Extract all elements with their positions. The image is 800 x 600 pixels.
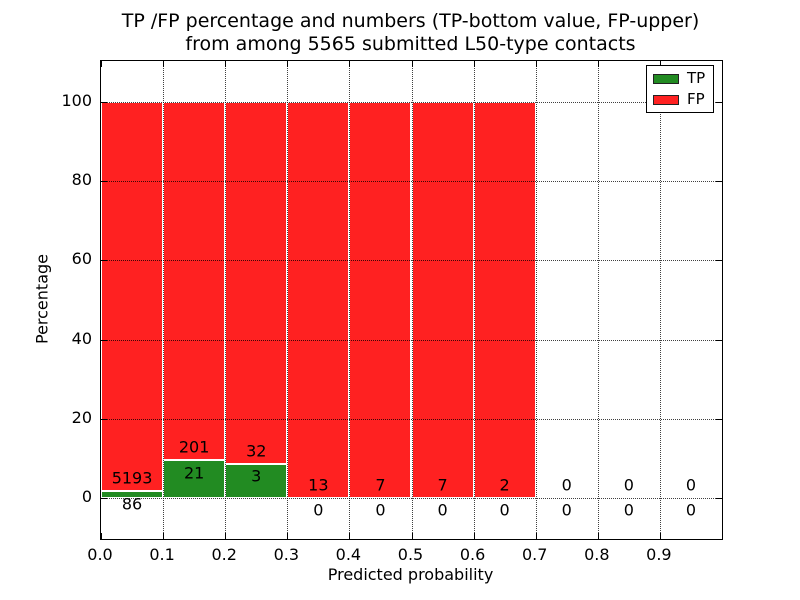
y-tick-mark-right (716, 102, 722, 104)
v-gridline (535, 61, 537, 539)
plot-area: 5193 86 201 21 32 3 13 0 7 0 7 0 2 0 0 0 0 0 0 0 (100, 60, 723, 540)
fp-legend-swatch (653, 94, 679, 105)
x-tick-label: 0.4 (335, 545, 362, 564)
fp-count-label: 7 (375, 475, 386, 495)
y-tick-mark (101, 102, 107, 104)
fp-count-label: 13 (308, 475, 329, 495)
tp-bar-segment (101, 491, 164, 498)
x-tick-mark (659, 533, 661, 539)
fp-count-label: 201 (178, 437, 210, 457)
v-gridline (411, 61, 413, 539)
v-gridline (287, 61, 289, 539)
fp-bar-segment (225, 102, 288, 464)
fp-count-label: 2 (499, 475, 510, 495)
x-tick-label: 0.0 (87, 545, 113, 564)
x-tick-label: 0.7 (521, 545, 548, 564)
x-tick-label: 0.2 (211, 545, 237, 564)
y-tick-label: 20 (71, 407, 92, 427)
y-tick-mark-right (716, 260, 722, 262)
v-gridline (473, 61, 475, 539)
fp-bar-segment (473, 102, 536, 498)
y-tick-mark-right (716, 497, 722, 499)
y-tick-mark-right (716, 418, 722, 420)
legend: TP FP (646, 65, 714, 113)
y-tick-mark (101, 339, 107, 341)
v-gridline (659, 61, 661, 539)
fp-bar-segment (163, 102, 226, 461)
y-tick-mark-right (716, 339, 722, 341)
x-tick-mark (473, 533, 475, 539)
y-tick-mark-right (716, 181, 722, 183)
x-tick-label: 0.8 (584, 545, 610, 564)
legend-item-fp: FP (647, 92, 713, 107)
y-tick-mark (101, 497, 107, 499)
x-tick-label: 0.9 (646, 545, 672, 564)
fp-count-label: 5193 (111, 468, 153, 488)
y-tick-mark (101, 181, 107, 183)
legend-item-tp: TP (647, 71, 713, 86)
v-gridline (163, 61, 165, 539)
x-tick-mark-top (349, 61, 351, 67)
tp-count-label: 0 (375, 500, 386, 520)
x-tick-mark (101, 533, 102, 539)
x-tick-mark-top (101, 61, 102, 67)
fp-bar-segment (287, 102, 350, 498)
y-tick-label: 60 (71, 249, 92, 269)
x-axis-label: Predicted probability (327, 565, 494, 584)
x-tick-mark-top (287, 61, 289, 67)
tp-count-label: 3 (251, 466, 262, 486)
tp-count-label: 21 (183, 463, 205, 483)
tp-count-label: 0 (437, 500, 448, 520)
tp-count-label: 86 (121, 494, 143, 514)
v-gridline (225, 61, 227, 539)
x-tick-label: 0.1 (149, 545, 175, 564)
tp-legend-swatch (653, 73, 679, 84)
fp-count-label: 7 (437, 475, 448, 495)
tp-count-label: 0 (623, 500, 634, 520)
x-tick-label: 0.6 (459, 545, 486, 564)
x-tick-mark (349, 533, 351, 539)
fp-legend-label: FP (687, 90, 705, 108)
fp-bar-segment (411, 102, 474, 498)
x-tick-mark-top (163, 61, 165, 67)
fp-bar-segment (349, 102, 412, 498)
chart-title: TP /FP percentage and numbers (TP-bottom… (100, 10, 721, 56)
x-tick-mark-top (411, 61, 413, 67)
y-tick-mark (101, 418, 107, 420)
fp-count-label: 32 (246, 441, 267, 461)
tp-count-label: 0 (685, 500, 697, 520)
x-tick-mark-top (597, 61, 599, 67)
x-tick-mark-top (225, 61, 227, 67)
tp-count-label: 0 (499, 500, 510, 520)
v-gridline (597, 61, 599, 539)
x-tick-mark-top (659, 61, 661, 67)
y-tick-label: 40 (71, 328, 92, 348)
x-tick-label: 0.3 (273, 545, 300, 564)
y-tick-label: 100 (61, 91, 92, 111)
x-tick-mark (535, 533, 537, 539)
x-tick-mark (411, 533, 413, 539)
y-tick-label: 80 (71, 170, 92, 190)
x-tick-mark-top (473, 61, 475, 67)
chart-title-line2: from among 5565 submitted L50-type conta… (185, 33, 636, 55)
x-tick-mark (597, 533, 599, 539)
x-tick-mark (163, 533, 165, 539)
v-gridline (349, 61, 351, 539)
fp-bar-segment (101, 102, 164, 492)
tp-count-label: 0 (313, 500, 324, 520)
fp-count-label: 0 (685, 475, 697, 495)
y-tick-label: 0 (81, 486, 92, 506)
x-tick-mark-top (535, 61, 537, 67)
y-tick-mark (101, 260, 107, 262)
chart-title-line1: TP /FP percentage and numbers (TP-bottom… (121, 10, 700, 32)
x-tick-mark (287, 533, 289, 539)
x-tick-mark (225, 533, 227, 539)
tp-bar-segment (163, 460, 226, 498)
fp-count-label: 0 (561, 475, 572, 495)
tp-count-label: 0 (561, 500, 572, 520)
tp-legend-label: TP (687, 69, 706, 87)
fp-count-label: 0 (623, 475, 634, 495)
x-tick-label: 0.5 (397, 545, 424, 564)
